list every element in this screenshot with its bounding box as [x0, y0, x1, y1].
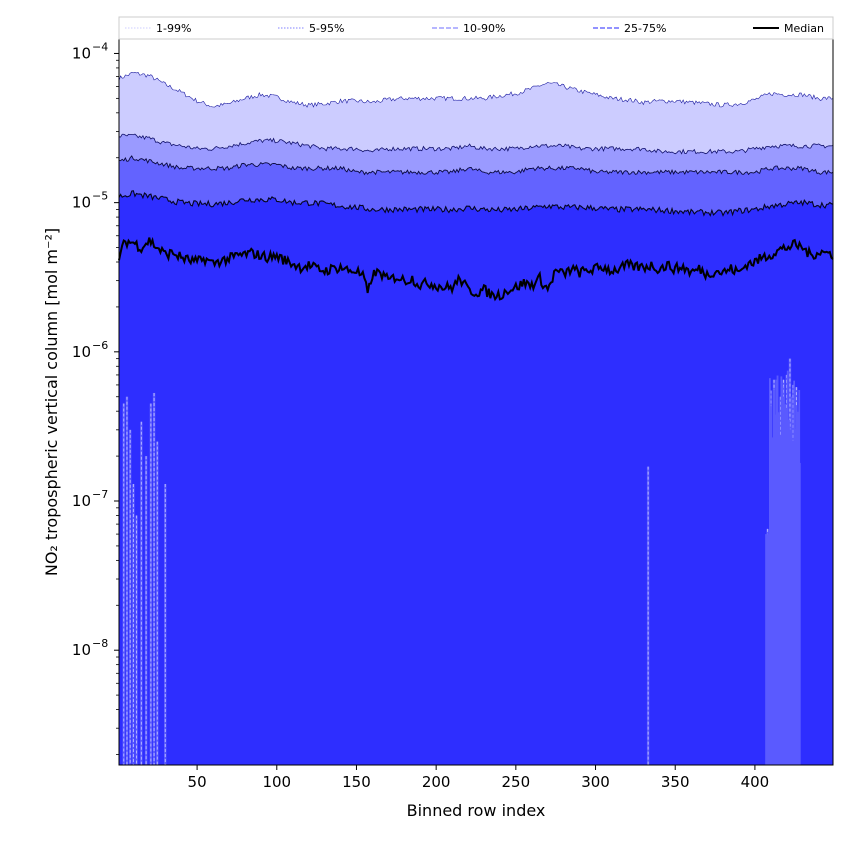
spike-bar	[765, 534, 767, 765]
x-tick-label: 100	[262, 773, 291, 791]
spike-bar	[797, 411, 799, 765]
spike-bar	[795, 405, 798, 765]
x-tick-label: 200	[422, 773, 451, 791]
x-axis-label: Binned row index	[407, 801, 546, 820]
spike-bar	[768, 378, 771, 765]
y-tick-label-exponent: −6	[92, 339, 108, 352]
y-tick-label-exponent: −5	[92, 190, 108, 203]
spike-bar	[776, 375, 779, 765]
spike-bar	[772, 389, 775, 765]
spike-bar	[775, 379, 778, 765]
y-tick-label: 10	[72, 343, 91, 361]
legend-label: 10-90%	[463, 22, 505, 35]
legend[interactable]: 1-99% 5-95% 10-90% 25-75% Median	[118, 16, 834, 40]
spike-bar	[774, 414, 776, 765]
line-p99	[118, 71, 834, 108]
y-tick-label: 10	[72, 44, 91, 62]
x-tick-label: 250	[502, 773, 531, 791]
spike-bar	[766, 534, 769, 765]
plot-area	[118, 71, 834, 766]
spike-bar	[767, 534, 770, 765]
spike-bar	[125, 396, 129, 765]
y-tick-label: 10	[72, 641, 91, 659]
spike-bar	[779, 435, 781, 765]
line-p75	[118, 190, 834, 217]
spike-bar	[786, 370, 789, 765]
legend-label: 1-99%	[156, 22, 191, 35]
spike-bar	[793, 380, 796, 765]
spike-bar	[770, 406, 773, 765]
spike-bar	[790, 396, 793, 765]
x-tick-label: 350	[661, 773, 690, 791]
x-tick-label: 50	[188, 773, 207, 791]
x-tick-label: 400	[741, 773, 770, 791]
spike-bar	[794, 429, 797, 765]
spike-bar	[144, 456, 148, 765]
y-tick-label-exponent: −7	[92, 488, 108, 501]
band-25-75	[119, 190, 833, 766]
line-p90	[118, 155, 834, 176]
x-tick-label: 300	[581, 773, 610, 791]
y-tick-label: 10	[72, 194, 91, 212]
y-axis-label: NO₂ tropospheric vertical column [mol m⁻…	[42, 228, 61, 576]
spike-bar	[788, 419, 790, 765]
legend-label: 25-75%	[624, 22, 666, 35]
y-tick-label: 10	[72, 492, 91, 510]
spike-bar	[785, 408, 788, 765]
line-median	[118, 236, 834, 302]
legend-box	[118, 16, 834, 40]
y-tick-label-exponent: −4	[92, 40, 108, 53]
spike-bar	[791, 440, 794, 765]
legend-label: Median	[784, 22, 824, 35]
spike-bar	[784, 404, 787, 765]
spike-bar	[798, 390, 801, 765]
spike-bar	[781, 385, 784, 765]
spike-bar	[771, 437, 774, 765]
spike-bar	[135, 515, 138, 765]
y-tick-label-exponent: −8	[92, 637, 108, 650]
spike-bar	[789, 429, 792, 765]
legend-label: 5-95%	[309, 22, 344, 35]
line-p95	[118, 133, 834, 155]
spike-bar	[777, 412, 780, 765]
spike-bar	[783, 396, 785, 765]
x-tick-label: 150	[342, 773, 371, 791]
spike-bar	[646, 466, 650, 765]
spike-bar	[780, 376, 783, 765]
